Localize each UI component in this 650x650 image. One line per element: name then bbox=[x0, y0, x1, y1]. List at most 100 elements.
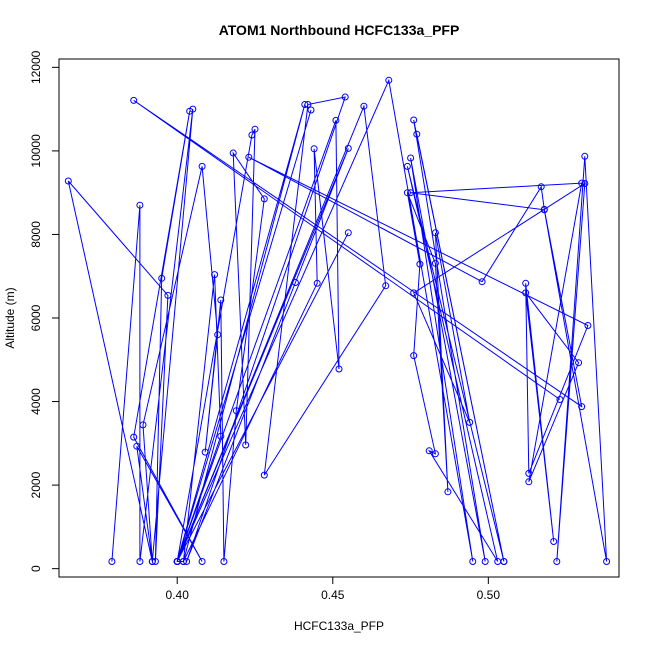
data-point bbox=[581, 180, 589, 187]
data-point bbox=[403, 162, 411, 170]
data-point bbox=[478, 278, 486, 286]
y-tick-label: 8000 bbox=[29, 221, 43, 248]
data-point bbox=[410, 352, 418, 360]
plot-frame bbox=[58, 58, 620, 578]
y-tick-label: 10000 bbox=[29, 134, 43, 168]
data-point bbox=[431, 229, 439, 237]
data-point bbox=[130, 433, 138, 441]
data-point bbox=[522, 289, 530, 297]
data-point bbox=[201, 448, 209, 456]
data-point bbox=[198, 558, 206, 565]
data-point bbox=[242, 441, 250, 449]
data-point bbox=[164, 291, 172, 299]
data-point bbox=[385, 76, 393, 84]
y-axis: 0 2000 4000 6000 8000 10000 12000 bbox=[29, 50, 59, 572]
data-point bbox=[229, 149, 237, 157]
data-point bbox=[578, 403, 586, 411]
data-point bbox=[431, 450, 439, 458]
data-point bbox=[341, 93, 349, 101]
data-point bbox=[108, 558, 116, 565]
data-point bbox=[173, 558, 181, 565]
data-point bbox=[245, 153, 253, 161]
y-tick-label: 0 bbox=[29, 565, 43, 572]
chart-title: ATOM1 Northbound HCFC133a_PFP bbox=[219, 22, 460, 38]
data-point bbox=[148, 558, 156, 565]
data-point bbox=[466, 418, 474, 426]
data-point bbox=[382, 282, 390, 290]
data-point bbox=[469, 558, 477, 565]
data-point bbox=[578, 179, 586, 187]
data-point bbox=[581, 152, 589, 160]
data-point bbox=[584, 322, 592, 329]
data-point bbox=[344, 144, 352, 152]
data-point bbox=[307, 106, 315, 114]
data-point bbox=[413, 130, 421, 138]
data-point bbox=[136, 558, 144, 565]
data-point bbox=[310, 145, 318, 153]
data-point bbox=[158, 274, 166, 282]
data-point bbox=[537, 183, 545, 191]
x-axis-label: HCFC133a_PFP bbox=[294, 619, 384, 633]
data-point bbox=[522, 279, 530, 287]
data-point bbox=[133, 442, 141, 450]
data-point bbox=[64, 177, 72, 185]
data-point bbox=[403, 189, 411, 197]
points-layer bbox=[64, 76, 611, 565]
y-tick-label: 2000 bbox=[29, 471, 43, 498]
data-point bbox=[556, 396, 564, 403]
data-point bbox=[260, 471, 268, 479]
series-line bbox=[67, 78, 608, 562]
data-point bbox=[232, 407, 240, 415]
data-point bbox=[603, 558, 611, 565]
data-point bbox=[151, 558, 159, 565]
data-point bbox=[344, 229, 352, 237]
data-point bbox=[481, 558, 489, 565]
y-axis-label: Altitude (m) bbox=[3, 287, 17, 348]
data-point bbox=[407, 154, 415, 162]
data-point bbox=[313, 279, 321, 287]
x-tick-label: 0.50 bbox=[477, 588, 501, 602]
data-point bbox=[416, 260, 424, 268]
data-point bbox=[335, 365, 343, 373]
data-point bbox=[431, 259, 439, 267]
data-point bbox=[136, 201, 144, 209]
data-point bbox=[410, 289, 418, 297]
data-point bbox=[525, 469, 533, 477]
data-point bbox=[575, 359, 583, 367]
data-point bbox=[211, 271, 219, 279]
data-point bbox=[301, 101, 309, 108]
data-point bbox=[291, 279, 299, 286]
data-point bbox=[304, 101, 312, 108]
x-tick-label: 0.40 bbox=[166, 588, 190, 602]
y-tick-label: 6000 bbox=[29, 304, 43, 331]
data-point bbox=[186, 107, 194, 115]
data-point bbox=[217, 296, 225, 304]
data-point bbox=[139, 421, 147, 429]
series-layer bbox=[67, 78, 608, 562]
data-point bbox=[260, 195, 268, 203]
y-tick-label: 12000 bbox=[29, 50, 43, 84]
data-point bbox=[425, 447, 433, 455]
data-point bbox=[540, 205, 548, 213]
data-point bbox=[444, 488, 452, 496]
data-point bbox=[360, 102, 368, 110]
data-point bbox=[217, 432, 225, 440]
data-point bbox=[407, 189, 415, 197]
data-point bbox=[550, 538, 558, 545]
data-point bbox=[248, 131, 256, 139]
x-tick-label: 0.45 bbox=[321, 588, 345, 602]
data-point bbox=[214, 331, 222, 339]
y-tick-label: 4000 bbox=[29, 388, 43, 415]
data-point bbox=[553, 558, 561, 565]
data-point bbox=[130, 96, 138, 104]
data-point bbox=[494, 558, 502, 565]
data-point bbox=[220, 558, 228, 565]
data-point bbox=[332, 116, 340, 124]
data-point bbox=[525, 478, 533, 486]
data-point bbox=[410, 116, 418, 124]
data-point bbox=[251, 125, 259, 133]
x-axis: 0.40 0.45 0.50 bbox=[166, 577, 501, 602]
data-point bbox=[198, 162, 206, 170]
data-point bbox=[183, 558, 191, 565]
